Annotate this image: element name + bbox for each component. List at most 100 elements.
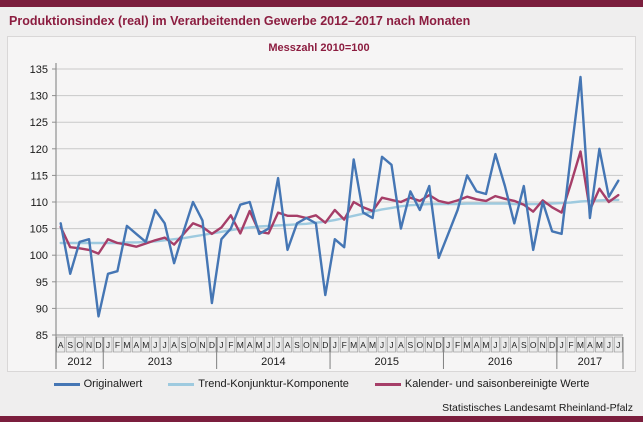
- month-label: M: [577, 340, 584, 350]
- year-label: 2013: [148, 356, 172, 368]
- month-cell: [207, 336, 217, 353]
- legend-swatch: [374, 382, 401, 386]
- month-label: F: [342, 340, 347, 350]
- month-cell: [311, 336, 321, 353]
- month-cell: [528, 336, 538, 353]
- month-label: M: [123, 340, 130, 350]
- series-line-kalender-und-saisonbereinigte-werte: [59, 150, 620, 255]
- month-label: S: [408, 340, 414, 350]
- month-label: S: [521, 340, 527, 350]
- y-tick-label: 100: [30, 250, 48, 262]
- month-label: N: [540, 340, 546, 350]
- y-tick-label: 130: [30, 91, 48, 103]
- month-label: O: [417, 340, 424, 350]
- month-cell: [56, 336, 66, 353]
- y-tick-label: 110: [30, 197, 48, 209]
- y-tick-label: 135: [30, 64, 48, 76]
- month-cell: [396, 336, 406, 353]
- month-cell: [292, 336, 302, 353]
- month-cell: [75, 336, 84, 353]
- month-label: M: [369, 340, 376, 350]
- month-label: O: [530, 340, 537, 350]
- chart-panel: Messzahl 2010=100 85 90 95 100 105 110 115 120 1…: [7, 36, 636, 372]
- month-label: D: [322, 340, 328, 350]
- y-tick-label: 120: [30, 144, 48, 156]
- legend-label: Originalwert: [83, 378, 143, 390]
- month-label: J: [503, 340, 507, 350]
- month-cell: [472, 336, 481, 353]
- month-label: A: [171, 340, 177, 350]
- month-cell: [604, 336, 614, 353]
- month-label: D: [95, 340, 101, 350]
- year-label: 2015: [375, 356, 399, 368]
- month-label: O: [190, 340, 197, 350]
- y-tick-label: 105: [30, 224, 48, 236]
- month-cell: [273, 336, 283, 353]
- month-cell: [415, 336, 425, 353]
- month-cell: [349, 336, 359, 353]
- month-label: J: [493, 340, 497, 350]
- month-label: A: [474, 340, 480, 350]
- month-label: J: [163, 340, 167, 350]
- month-cell: [84, 336, 94, 353]
- month-cell: [547, 336, 557, 353]
- month-label: A: [398, 340, 404, 350]
- month-cell: [94, 336, 103, 353]
- month-label: O: [76, 340, 83, 350]
- month-label: A: [360, 340, 366, 350]
- month-cell: [169, 336, 179, 353]
- month-label: J: [267, 340, 271, 350]
- month-cell: [198, 336, 207, 353]
- month-cell: [103, 336, 113, 353]
- month-label: M: [482, 340, 489, 350]
- year-label: 2017: [578, 356, 602, 368]
- month-label: J: [559, 340, 563, 350]
- month-cell: [358, 336, 368, 353]
- y-tick-label: 95: [36, 277, 48, 289]
- legend-swatch: [168, 382, 195, 386]
- month-cell: [217, 336, 226, 353]
- month-cell: [320, 336, 330, 353]
- month-label: M: [596, 340, 603, 350]
- month-cell: [406, 336, 415, 353]
- month-label: N: [313, 340, 319, 350]
- month-label: J: [153, 340, 157, 350]
- legend-label: Kalender- und saisonbereinigte Werte: [404, 378, 590, 390]
- legend-swatch: [53, 382, 80, 386]
- month-cell: [509, 336, 519, 353]
- month-cell: [387, 336, 396, 353]
- month-cell: [519, 336, 529, 353]
- month-label: O: [303, 340, 310, 350]
- month-cell: [613, 336, 623, 353]
- y-tick-label: 85: [36, 330, 48, 342]
- month-label: M: [256, 340, 263, 350]
- month-label: N: [86, 340, 92, 350]
- month-cell: [339, 336, 349, 353]
- month-cell: [179, 336, 188, 353]
- month-cell: [226, 336, 236, 353]
- page-title: Produktionsindex (real) im Verarbeitende…: [9, 14, 471, 28]
- year-label: 2014: [261, 356, 285, 368]
- month-cell: [235, 336, 245, 353]
- month-label: F: [568, 340, 573, 350]
- month-cell: [122, 336, 132, 353]
- y-tick-label: 125: [30, 117, 48, 129]
- month-cell: [557, 336, 566, 353]
- month-cell: [113, 336, 122, 353]
- month-cell: [65, 336, 75, 353]
- legend: Originalwert Trend-Konjunktur-Komponente…: [0, 376, 643, 392]
- month-label: M: [237, 340, 244, 350]
- bottom-accent-bar: [0, 416, 643, 422]
- month-cell: [500, 336, 510, 353]
- month-label: J: [446, 340, 450, 350]
- month-label: J: [607, 340, 611, 350]
- month-cell: [245, 336, 255, 353]
- month-cell: [481, 336, 491, 353]
- month-cell: [594, 336, 604, 353]
- month-cell: [453, 336, 463, 353]
- month-cell: [302, 336, 311, 353]
- month-label: J: [106, 340, 110, 350]
- y-tick-label: 115: [30, 170, 48, 182]
- month-cell: [160, 336, 170, 353]
- month-cell: [141, 336, 151, 353]
